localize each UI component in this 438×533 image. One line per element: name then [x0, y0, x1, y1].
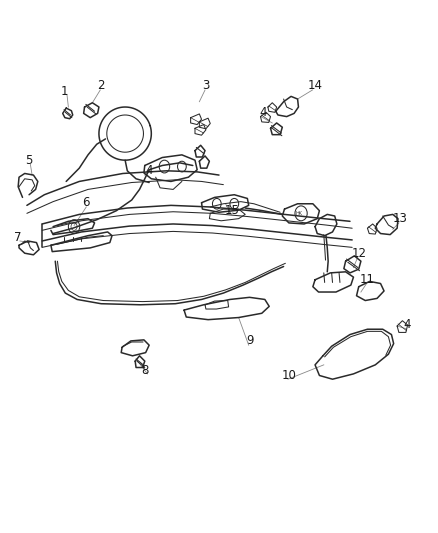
Text: 13: 13 [393, 212, 408, 225]
Text: 10: 10 [282, 369, 296, 382]
Text: 15: 15 [225, 204, 240, 217]
Text: 4: 4 [403, 319, 410, 332]
Text: 4: 4 [145, 164, 153, 177]
Text: 2: 2 [97, 79, 105, 92]
Text: 11: 11 [360, 273, 375, 286]
Text: 6: 6 [82, 196, 90, 209]
Text: 4: 4 [259, 106, 266, 119]
Text: 3: 3 [202, 79, 210, 92]
Text: 14: 14 [307, 79, 322, 92]
Text: 5: 5 [25, 154, 33, 167]
Text: 8: 8 [141, 364, 148, 377]
Text: 1: 1 [60, 85, 68, 98]
Text: HK: HK [296, 211, 303, 216]
Text: 9: 9 [246, 334, 253, 348]
Text: 12: 12 [351, 247, 366, 260]
Text: 7: 7 [14, 231, 22, 244]
